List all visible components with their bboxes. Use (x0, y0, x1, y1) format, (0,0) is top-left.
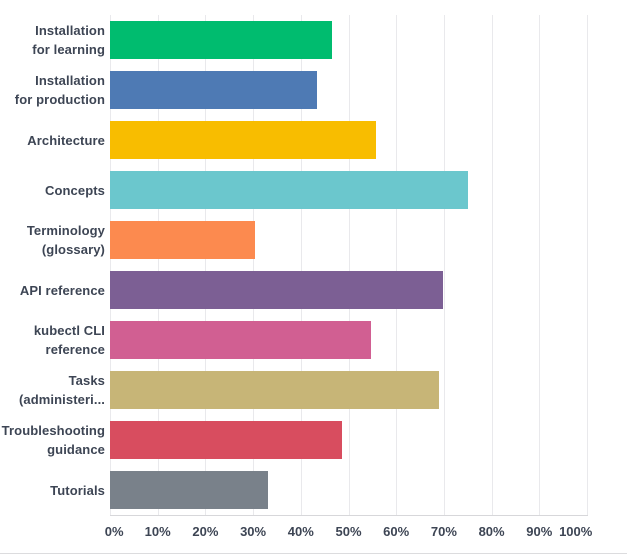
bar-troubleshooting-guidance (110, 421, 342, 459)
bar-row (110, 115, 587, 165)
gridline-70 (443, 15, 445, 515)
bar-kubectl-cli-reference (110, 321, 372, 359)
bar-tasks-administeri (110, 371, 439, 409)
x-tick-label: 20% (192, 524, 219, 539)
gridline-0 (110, 15, 111, 515)
gridline-20 (205, 15, 207, 515)
bar-row (110, 265, 587, 315)
x-tick-label: 80% (478, 524, 505, 539)
category-label: Installation for learning (32, 23, 105, 57)
category-label: Tutorials (50, 482, 105, 498)
x-axis-line (110, 515, 588, 516)
bar-row (110, 215, 587, 265)
bar-row (110, 465, 587, 515)
category-label: Architecture (27, 132, 105, 148)
plot-area (110, 15, 588, 515)
bar-installation-for-production (110, 71, 318, 109)
bar-installation-for-learning (110, 21, 332, 59)
gridline-60 (396, 15, 398, 515)
gridline-50 (348, 15, 350, 515)
x-tick-label: 10% (144, 524, 171, 539)
bar-row (110, 365, 587, 415)
bar-row (110, 15, 587, 65)
gridline-100 (587, 15, 588, 515)
gridline-40 (300, 15, 302, 515)
category-label: Installation for production (14, 73, 105, 107)
x-tick-label: 60% (383, 524, 410, 539)
category-label: API reference (19, 282, 105, 298)
category-label: Troubleshooting guidance (1, 423, 105, 457)
x-tick-label: 100% (559, 524, 593, 539)
bar-row (110, 315, 587, 365)
category-label: kubectl CLI reference (33, 323, 105, 357)
category-label: Tasks (administeri... (18, 373, 105, 407)
bar-tutorials (110, 471, 268, 509)
category-label: Concepts (44, 182, 105, 198)
gridline-80 (491, 15, 493, 515)
x-tick-label: 70% (430, 524, 457, 539)
bottom-divider (0, 553, 627, 554)
bar-row (110, 165, 587, 215)
x-tick-label: 0% (104, 524, 124, 539)
bar-terminology-glossary (110, 221, 255, 259)
bar-concepts (110, 171, 468, 209)
x-tick-label: 90% (526, 524, 553, 539)
bar-api-reference (110, 271, 444, 309)
bar-row (110, 65, 587, 115)
gridline-30 (253, 15, 255, 515)
x-axis-ticks: 0% 10% 20% 30% 40% 50% 60% 70% 80% 90% 100% (105, 524, 593, 544)
category-axis: Installation for learning Installation for … (0, 15, 105, 515)
x-tick-label: 40% (287, 524, 314, 539)
gridline-90 (539, 15, 541, 515)
x-tick-label: 30% (240, 524, 267, 539)
bar-architecture (110, 121, 377, 159)
category-label: Terminology (glossary) (26, 223, 105, 257)
x-tick-label: 50% (335, 524, 362, 539)
bar-row (110, 415, 587, 465)
gridline-10 (157, 15, 159, 515)
